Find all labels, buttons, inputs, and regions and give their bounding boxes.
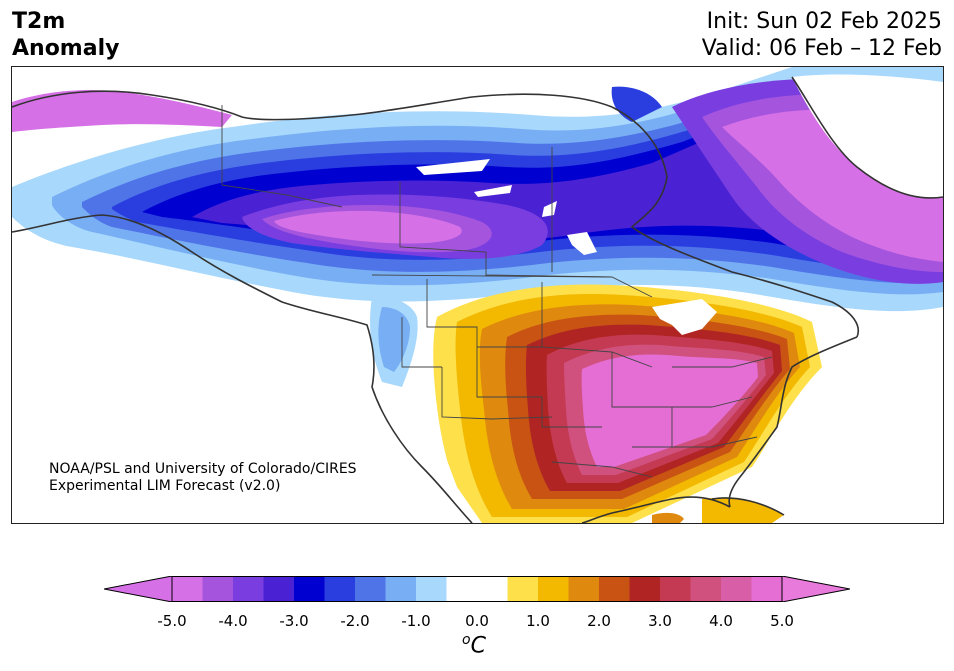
great-bear-lake (416, 159, 490, 175)
colorbar-segment (477, 576, 508, 602)
map-svg (12, 67, 943, 523)
colorbar-segment (385, 576, 417, 602)
colorbar-tick-label: -2.0 (340, 612, 370, 630)
colorbar-tick-label: 0.0 (465, 612, 489, 630)
colorbar-tick-label: 2.0 (587, 612, 611, 630)
valid-date: Valid: 06 Feb – 12 Feb (701, 36, 942, 61)
colorbar-tick-label: -5.0 (157, 612, 187, 630)
coastlines (12, 76, 943, 523)
warm-anomaly-field (433, 284, 822, 523)
units-degree: o (462, 632, 471, 648)
data-credit: NOAA/PSL and University of Colorado/CIRE… (49, 461, 357, 495)
colorbar-segment (538, 576, 569, 602)
colorbar-segments (172, 576, 783, 602)
colorbar-segment (324, 576, 356, 602)
colorbar-segment (263, 576, 295, 602)
colorbar-segment (446, 576, 478, 602)
lake-winnipeg (567, 232, 597, 255)
colorbar (104, 576, 850, 602)
colorbar-frame (171, 576, 783, 602)
colorbar-segment (751, 576, 783, 602)
great-slave-lake (474, 185, 512, 197)
colorbar-tick-label: 4.0 (709, 612, 733, 630)
greenland (792, 74, 943, 198)
lake-athabasca (542, 201, 557, 217)
colorbar-segment (568, 576, 600, 602)
units-label: C (470, 633, 486, 659)
map-title: T2m Anomaly (12, 8, 119, 62)
colorbar-tick-label: 5.0 (770, 612, 794, 630)
colorbar-segment (202, 576, 234, 602)
borders (221, 105, 773, 478)
colorbar-segment (599, 576, 630, 602)
colorbar-segment (660, 576, 691, 602)
credit-line-1: NOAA/PSL and University of Colorado/CIRE… (49, 461, 357, 477)
init-date: Init: Sun 02 Feb 2025 (706, 9, 942, 34)
colorbar-segment (690, 576, 722, 602)
colorbar-tick-label: 3.0 (648, 612, 672, 630)
title-line-1: T2m (12, 9, 66, 34)
credit-line-2: Experimental LIM Forecast (v2.0) (49, 478, 281, 494)
colorbar-segment (355, 576, 386, 602)
great-lakes (652, 299, 717, 335)
colorbar-tick-label: 1.0 (526, 612, 550, 630)
forecast-dates: Init: Sun 02 Feb 2025 Valid: 06 Feb – 12… (702, 8, 942, 62)
colorbar-tick-label: -4.0 (218, 612, 248, 630)
colorbar-segment (233, 576, 264, 602)
colorbar-segment (721, 576, 752, 602)
colorbar-segment (629, 576, 661, 602)
colorbar-under-arrow (104, 576, 173, 602)
colorbar-tick-label: -1.0 (401, 612, 431, 630)
title-line-2: Anomaly (12, 36, 120, 61)
colorbar-segment (294, 576, 325, 602)
cold-anomaly-field (12, 67, 943, 312)
colorbar-ticks: -5.0 -4.0 -3.0 -2.0 -1.0 0.0 1.0 2.0 3.0 4.0 5.0 (104, 612, 850, 632)
anomaly-map: NOAA/PSL and University of Colorado/CIRE… (11, 66, 944, 524)
colorbar-over-arrow (781, 576, 850, 602)
baja-region (392, 387, 482, 523)
colorbar-segment (172, 576, 203, 602)
colorbar-segment (507, 576, 539, 602)
colorbar-segment (416, 576, 447, 602)
colorbar-tick-label: -3.0 (279, 612, 309, 630)
colorbar-units: oC (462, 632, 486, 658)
